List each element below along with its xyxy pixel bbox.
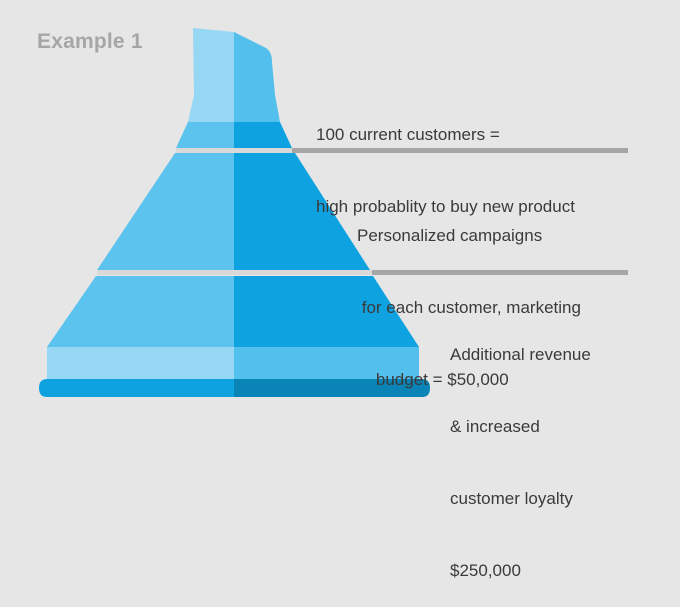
funnel-neck-band-left	[176, 122, 234, 148]
stage-1-caption: 100 current customers = high probablity …	[316, 75, 575, 243]
stage-3-line-3: customer loyalty	[450, 489, 573, 508]
funnel-neck-right	[234, 32, 280, 122]
stage-2-line-1: Personalized campaigns	[357, 226, 543, 245]
divider-line-2	[372, 270, 628, 275]
stage-3-caption: Additional revenue & increased customer …	[450, 295, 591, 607]
funnel-diagram	[39, 28, 628, 397]
stage-3-line-4: $250,000	[450, 561, 521, 580]
divider-line-1	[292, 148, 628, 153]
stage-3-line-1: Additional revenue	[450, 345, 591, 364]
funnel-base-band-right	[234, 347, 419, 379]
funnel-neck-band-right	[234, 122, 292, 148]
funnel-foot-right	[234, 379, 430, 397]
stage-3-line-2: & increased	[450, 417, 540, 436]
stage-2-caption: Personalized campaigns for each customer…	[357, 176, 581, 416]
funnel-bottom-left	[47, 276, 234, 347]
funnel-base-band-left	[47, 347, 234, 379]
divider-2	[97, 270, 628, 275]
funnel-foot-left	[39, 379, 234, 397]
stage-1-line-2: high probablity to buy new product	[316, 197, 575, 216]
funnel-middle-left	[97, 153, 234, 270]
stage-1-line-1: 100 current customers =	[316, 125, 500, 144]
funnel-middle-right	[234, 153, 370, 270]
example-title: Example 1	[37, 30, 143, 53]
funnel-bottom-right	[234, 276, 419, 347]
funnel-neck-left	[188, 28, 234, 122]
stage-2-line-3: budget = $50,000	[357, 370, 509, 389]
stage-2-line-2: for each customer, marketing	[357, 298, 581, 317]
